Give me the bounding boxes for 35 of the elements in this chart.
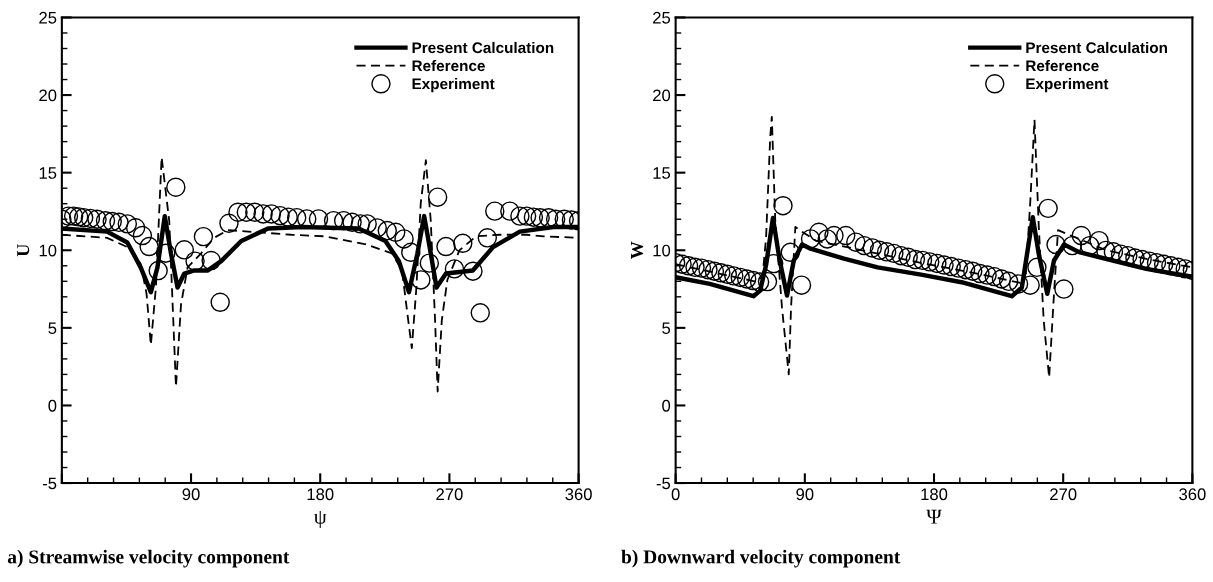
x-tick-label: 180 xyxy=(307,488,334,501)
y-tick-label: 25 xyxy=(653,11,671,24)
legend-label: Present Calculation xyxy=(1026,41,1167,54)
x-tick-label: 360 xyxy=(565,488,592,501)
y-axis-title: W xyxy=(631,241,644,260)
y-tick-label: 0 xyxy=(48,399,57,412)
text: a) Streamwise velocity component xyxy=(7,549,290,568)
legend-label: Experiment xyxy=(1026,78,1109,93)
x-tick-label: 90 xyxy=(182,488,200,501)
y-tick-label: -5 xyxy=(656,477,671,490)
y-tick-label: -5 xyxy=(42,477,57,490)
y-tick-label: 0 xyxy=(662,399,671,412)
x-tick-label: 270 xyxy=(1050,488,1077,501)
x-tick-label: 180 xyxy=(921,488,948,501)
y-tick-label: 15 xyxy=(39,167,57,179)
y-axis-title: U xyxy=(17,244,30,257)
y-tick-label: 25 xyxy=(39,11,57,24)
x-tick-label: 270 xyxy=(436,488,463,501)
x-axis-title: Ψ xyxy=(926,509,942,524)
y-tick-label: 10 xyxy=(653,244,671,257)
y-tick-label: 20 xyxy=(653,89,671,102)
y-tick-label: 5 xyxy=(48,322,57,335)
y-tick-label: 20 xyxy=(39,89,57,102)
x-tick-label: 360 xyxy=(1179,488,1206,501)
x-tick-label: 0 xyxy=(671,488,680,501)
legend-label: Experiment xyxy=(412,78,495,93)
x-axis-title: ψ xyxy=(313,510,327,528)
legend-label: Reference xyxy=(1026,59,1099,72)
x-tick-label: 90 xyxy=(796,488,814,501)
y-tick-label: 5 xyxy=(662,322,671,335)
y-tick-label: 15 xyxy=(653,167,671,179)
text: b) Downward velocity component xyxy=(621,549,901,568)
legend-label: Present Calculation xyxy=(412,41,554,54)
y-tick-label: 10 xyxy=(39,244,57,257)
legend-label: Reference xyxy=(412,59,485,72)
